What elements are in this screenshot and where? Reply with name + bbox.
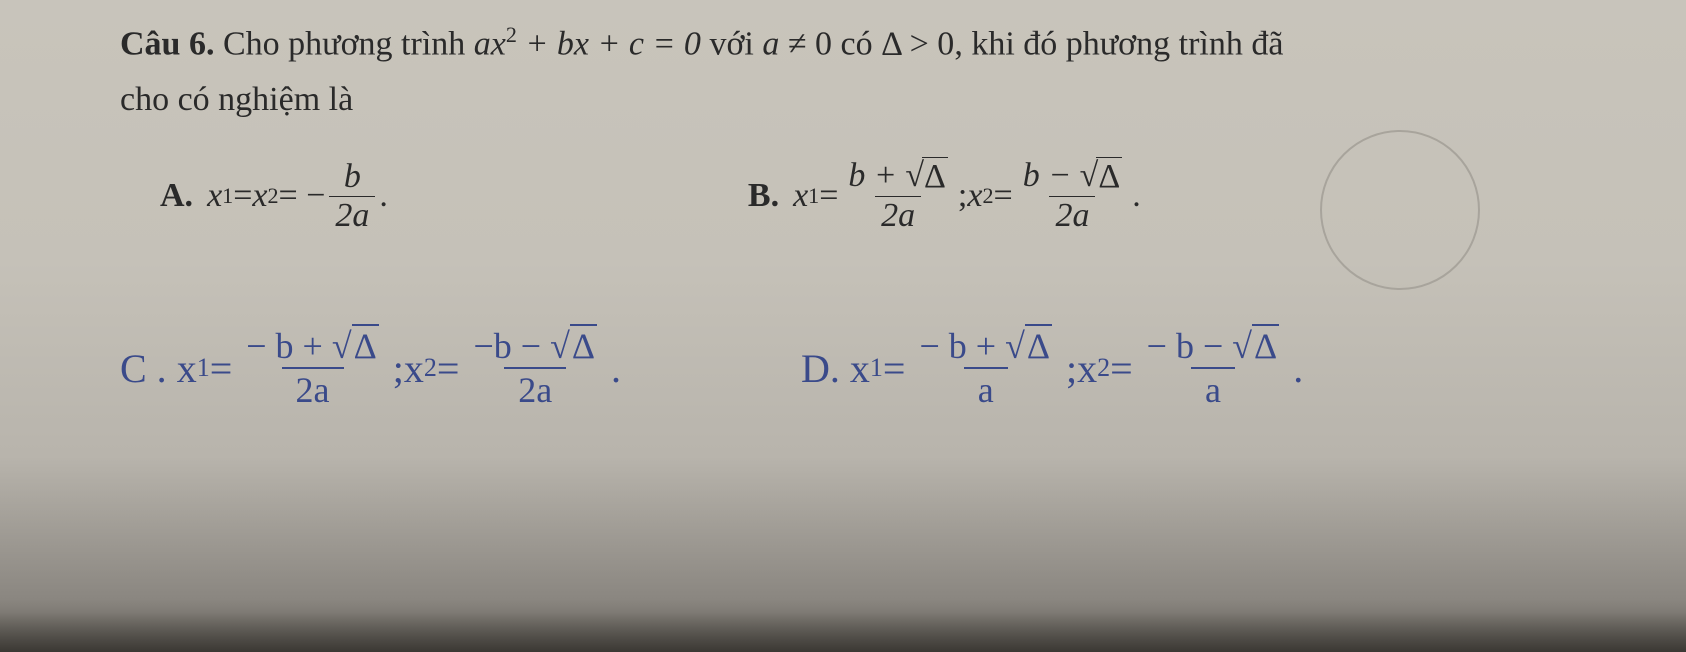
optC-frac2: −b − √Δ 2a: [465, 325, 605, 411]
q-has: có: [832, 25, 881, 62]
optA-x1: x: [207, 177, 222, 215]
optA-s1: 1: [222, 183, 233, 209]
optD-num1t: − b +: [919, 326, 1005, 366]
q-eq-rest: + bx + c = 0: [517, 25, 701, 62]
optC-eq2: =: [437, 345, 460, 392]
q-a: a: [762, 25, 779, 62]
sqrt-icon: √: [1232, 326, 1252, 366]
q-tail: , khi đó phương trình đã: [954, 25, 1283, 62]
optC-num1: − b + √Δ: [238, 325, 387, 367]
option-b-label: B.: [748, 177, 779, 215]
optD-den2: a: [1191, 367, 1235, 411]
optB-dot: .: [1132, 177, 1141, 215]
optB-num2: b − √Δ: [1017, 157, 1129, 196]
sqrt-icon: √: [1005, 326, 1025, 366]
optC-frac1: − b + √Δ 2a: [238, 325, 387, 411]
optB-eq2: =: [994, 177, 1013, 215]
optD-frac1: − b + √Δ a: [911, 325, 1060, 411]
option-c: C . x1 = − b + √Δ 2a ; x2 = −b − √Δ 2a .: [120, 325, 621, 411]
page-shadow: [0, 612, 1686, 652]
optB-den2: 2a: [1049, 196, 1095, 235]
optA-s2: 2: [267, 183, 278, 209]
handwritten-options: C . x1 = − b + √Δ 2a ; x2 = −b − √Δ 2a .: [120, 325, 1540, 411]
optC-eq: =: [210, 345, 233, 392]
optD-sep: ;: [1066, 345, 1077, 392]
optB-den1: 2a: [875, 196, 921, 235]
optA-dot: .: [379, 177, 388, 215]
optC-den2: 2a: [504, 367, 566, 411]
optA-eq: =: [233, 177, 252, 215]
optB-x2: x: [967, 177, 982, 215]
optD-x2: x: [1077, 345, 1097, 392]
question-line-1: Câu 6. Cho phương trình ax2 + bx + c = 0…: [120, 18, 1540, 69]
optB-x1: x: [793, 177, 808, 215]
optB-eq: =: [819, 177, 838, 215]
optB-num1: b + √Δ: [842, 157, 954, 196]
optC-sep: ;: [393, 345, 404, 392]
optD-frac2: − b − √Δ a: [1139, 325, 1288, 411]
optA-x2: x: [252, 177, 267, 215]
optD-eq2: =: [1110, 345, 1133, 392]
optD-eq: =: [883, 345, 906, 392]
optC-s1: 1: [197, 353, 210, 383]
optD-num2: − b − √Δ: [1139, 325, 1288, 367]
optD-delta1: Δ: [1025, 324, 1052, 366]
optC-num2t: −b −: [473, 326, 550, 366]
optB-num2a: b −: [1023, 157, 1080, 194]
optB-s2: 2: [982, 183, 993, 209]
q-text-1: Cho phương trình: [223, 25, 474, 62]
optD-s1: 1: [870, 353, 883, 383]
optB-sep: ;: [958, 177, 967, 215]
option-a: A. x1 = x2 = − b 2a .: [160, 157, 388, 235]
optC-dot: .: [611, 345, 621, 392]
optA-fraction: b 2a: [329, 158, 375, 235]
optB-s1: 1: [808, 183, 819, 209]
option-d: D. x1 = − b + √Δ a ; x2 = − b − √Δ a .: [801, 325, 1303, 411]
optC-s2: 2: [424, 353, 437, 383]
optA-num: b: [338, 158, 367, 196]
option-a-label: A.: [160, 177, 193, 215]
option-c-label: C .: [120, 345, 167, 392]
optC-delta1: Δ: [352, 324, 379, 366]
optD-s2: 2: [1097, 353, 1110, 383]
optB-delta2: Δ: [1096, 157, 1122, 196]
optC-x2: x: [404, 345, 424, 392]
option-d-label: D.: [801, 345, 840, 392]
optD-dot: .: [1293, 345, 1303, 392]
question-line-2: cho có nghiệm là: [120, 81, 1540, 119]
optB-frac2: b − √Δ 2a: [1017, 157, 1129, 235]
question-label: Câu 6.: [120, 25, 214, 62]
q-delta: Δ > 0: [881, 25, 954, 62]
optB-delta1: Δ: [922, 157, 948, 196]
optC-den1: 2a: [282, 367, 344, 411]
optD-den1: a: [964, 367, 1008, 411]
optB-frac1: b + √Δ 2a: [842, 157, 954, 235]
q-eq-exp: 2: [506, 22, 517, 47]
optC-delta2: Δ: [570, 324, 597, 366]
q-eq-ax: ax: [474, 25, 506, 62]
optC-num2: −b − √Δ: [465, 325, 605, 367]
q-neq: ≠ 0: [779, 25, 832, 62]
optA-eq2: = −: [279, 177, 326, 215]
sqrt-icon: √: [550, 326, 570, 366]
optB-num1a: b +: [848, 157, 905, 194]
optD-num2t: − b −: [1147, 326, 1233, 366]
answer-circle-icon: [1320, 130, 1480, 290]
option-b: B. x1 = b + √Δ 2a ; x2 = b − √Δ 2a .: [748, 157, 1141, 235]
sqrt-icon: √: [332, 326, 352, 366]
optC-num1t: − b +: [246, 326, 332, 366]
optD-x1: x: [850, 345, 870, 392]
q-with: với: [701, 25, 762, 62]
optD-num1: − b + √Δ: [911, 325, 1060, 367]
optC-x1: x: [177, 345, 197, 392]
optA-den: 2a: [329, 196, 375, 235]
optD-delta2: Δ: [1252, 324, 1279, 366]
